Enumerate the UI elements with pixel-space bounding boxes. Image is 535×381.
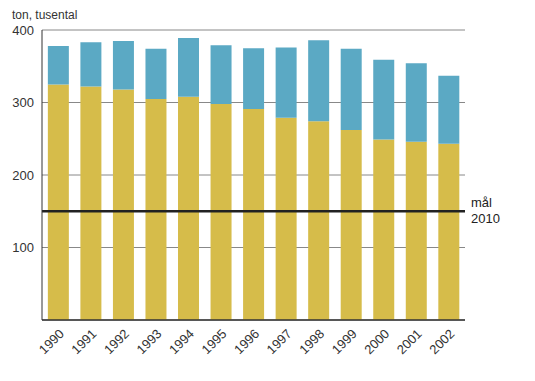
svg-text:1995: 1995: [199, 326, 230, 357]
svg-text:1992: 1992: [101, 326, 132, 357]
svg-text:1990: 1990: [36, 326, 67, 357]
svg-text:200: 200: [12, 168, 34, 183]
svg-text:2000: 2000: [361, 326, 392, 357]
svg-text:1991: 1991: [68, 326, 99, 357]
svg-text:1998: 1998: [296, 326, 327, 357]
svg-text:100: 100: [12, 240, 34, 255]
svg-text:1994: 1994: [166, 326, 197, 357]
svg-text:1996: 1996: [231, 326, 262, 357]
svg-text:400: 400: [12, 23, 34, 38]
svg-text:1997: 1997: [264, 326, 295, 357]
html-text:ton, tusental: ton, tusental: [12, 8, 78, 22]
svg-text:1993: 1993: [133, 326, 164, 357]
svg-text:300: 300: [12, 95, 34, 110]
svg-text:1999: 1999: [329, 326, 360, 357]
svg-text:mål2010: mål2010: [471, 195, 500, 226]
svg-text:2001: 2001: [394, 326, 425, 357]
svg-text:2002: 2002: [426, 326, 457, 357]
